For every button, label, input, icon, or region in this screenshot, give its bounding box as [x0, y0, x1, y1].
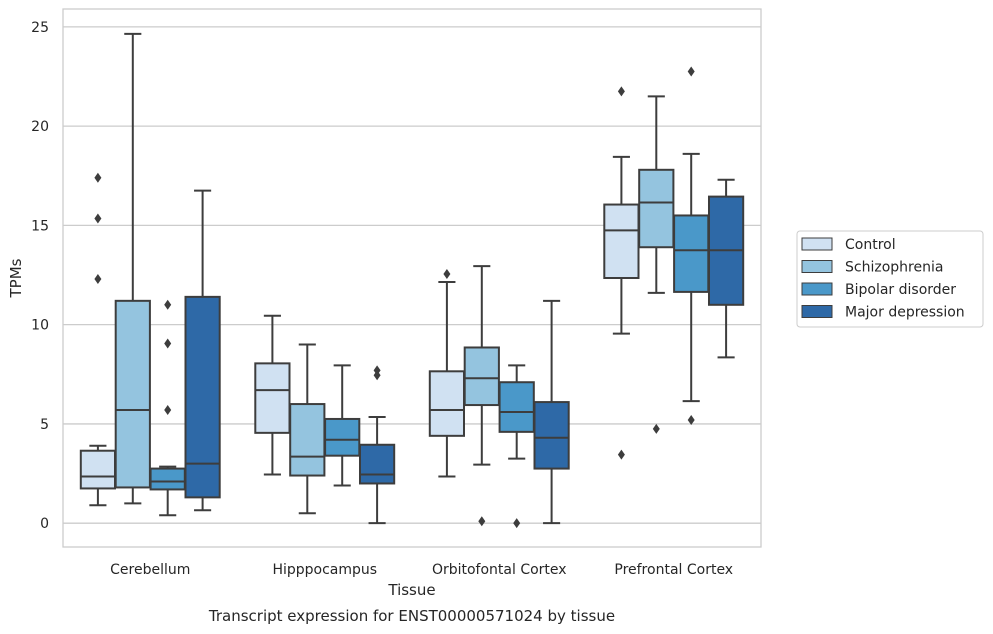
outlier-marker: [687, 414, 695, 425]
series-control: [79, 86, 640, 507]
box-plot: [463, 265, 500, 527]
box-plot: [114, 32, 151, 505]
box-plot: [184, 189, 221, 512]
box-plot: [638, 95, 675, 434]
x-tick-label: Prefrontal Cortex: [614, 562, 733, 578]
y-tick-label: 0: [40, 516, 49, 532]
outlier-marker: [443, 269, 451, 280]
series-schizophrenia: [114, 32, 675, 527]
box-iqr: [463, 346, 500, 407]
box-iqr: [324, 417, 361, 457]
legend: Control Schizophrenia Bipolar disorder Majo…: [796, 230, 984, 328]
legend-label: Major depression: [845, 305, 965, 321]
y-tick-label: 5: [40, 417, 49, 433]
legend-frame: [796, 230, 984, 328]
x-tick-label: Orbitofontal Cortex: [432, 562, 567, 578]
box-iqr: [289, 403, 326, 477]
box-iqr: [79, 449, 117, 490]
y-tick-label: 25: [31, 20, 49, 36]
box-plot: [324, 364, 361, 487]
outlier-marker: [373, 365, 381, 376]
y-axis-label: TPMs: [7, 258, 25, 298]
y-tick-label: 15: [31, 218, 49, 234]
box-iqr: [254, 362, 291, 434]
box-plot: [254, 314, 291, 476]
legend-swatch: [801, 305, 833, 318]
box-iqr: [184, 295, 221, 499]
box-plot: [498, 364, 535, 529]
plot-area: [62, 8, 762, 548]
y-tick-label: 20: [31, 119, 49, 135]
outlier-marker: [164, 299, 172, 310]
legend-swatch: [801, 260, 833, 273]
box-plot: [149, 299, 186, 517]
box-iqr: [603, 203, 640, 279]
box-iqr: [498, 381, 535, 433]
legend-swatch: [801, 282, 833, 296]
series-major-depression: [184, 178, 745, 525]
box-iqr: [673, 214, 710, 293]
x-axis-label: Tissue: [387, 581, 435, 599]
legend-swatch: [801, 237, 833, 251]
outlier-marker: [164, 405, 172, 416]
legend-label: Bipolar disorder: [845, 282, 956, 298]
box-iqr: [114, 299, 151, 489]
outlier-marker: [164, 338, 172, 349]
outlier-marker: [478, 516, 486, 527]
outlier-marker: [617, 449, 625, 460]
box-iqr: [358, 443, 396, 485]
y-tick-label: 10: [31, 318, 49, 334]
legend-label: Control: [845, 237, 896, 253]
outlier-marker: [94, 273, 102, 284]
box-plot: [533, 299, 570, 525]
legend-label: Schizophrenia: [845, 260, 943, 276]
outlier-marker: [617, 86, 625, 97]
outlier-marker: [94, 172, 102, 183]
chart-caption: Transcript expression for ENST0000057102…: [208, 607, 615, 625]
x-tick-label: Cerebellum: [110, 562, 190, 578]
box-plot: [428, 269, 466, 478]
box-iqr: [149, 467, 186, 491]
x-axis-ticks: Cerebellum Hipppocampus Orbitofontal Corte…: [110, 562, 733, 578]
x-tick-label: Hipppocampus: [272, 562, 377, 578]
box-plot: [707, 178, 745, 359]
box-plot: [289, 343, 326, 515]
box-plot: [358, 365, 396, 525]
box-plot: [603, 86, 640, 460]
outlier-marker: [94, 213, 102, 224]
gridlines: [63, 26, 761, 524]
box-iqr: [428, 370, 466, 437]
box-plot: [673, 66, 710, 425]
outlier-marker: [687, 66, 695, 77]
outlier-marker: [513, 518, 521, 529]
outlier-marker: [652, 423, 660, 434]
series-bipolar-disorder: [149, 66, 710, 529]
box-plot: [79, 172, 117, 507]
box-series: [79, 32, 745, 529]
y-axis-ticks: 0 5 10 15 20 25: [31, 20, 49, 532]
box-iqr: [638, 168, 675, 249]
box-iqr: [533, 401, 570, 470]
